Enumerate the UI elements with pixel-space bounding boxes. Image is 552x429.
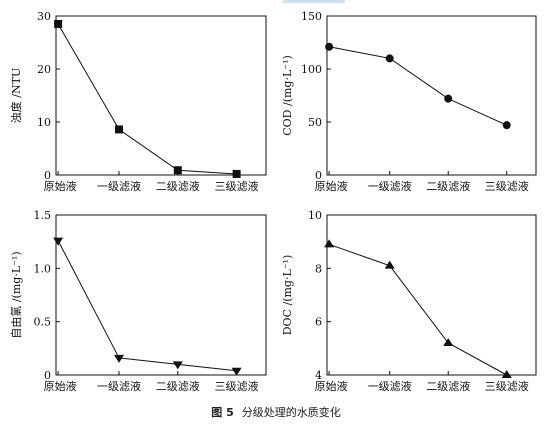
chart-2-point	[444, 94, 453, 103]
chart-4-xtick-label: 一级滤液	[368, 379, 412, 393]
chart-4-point	[501, 370, 512, 378]
chart-2-ytick-label: 100	[301, 63, 322, 76]
chart-4-point	[324, 239, 335, 248]
chart-1-ytick-label: 10	[37, 116, 51, 129]
chart-2-series-line	[328, 46, 507, 126]
chart-1-frame	[55, 15, 267, 176]
chart-3-ylabel: 自由氯 /(mg·L⁻¹)	[9, 251, 23, 338]
chart-2-point	[502, 121, 511, 130]
chart-1-point	[232, 169, 241, 178]
chart-2-point	[325, 42, 334, 51]
chart-1-xtick-label: 二级滤液	[156, 179, 200, 193]
chart-2-xtick-label: 三级滤液	[485, 179, 529, 193]
chart-2-xtick-label: 原始液	[315, 179, 348, 193]
chart-2-point	[385, 54, 394, 63]
chart-3-ytick-label: 0.5	[34, 316, 52, 329]
chart-1-series-line	[57, 23, 237, 175]
chart-4-xtick-label: 原始液	[315, 379, 348, 393]
chart-2-ytick-label: 150	[301, 10, 322, 23]
chart-3-xtick-label: 三级滤液	[215, 379, 259, 393]
chart-4-series-line	[328, 243, 507, 376]
chart-3-point	[172, 361, 183, 370]
chart-2-xtick-label: 二级滤液	[426, 179, 470, 193]
figure-caption: 图 5 分级处理的水质变化	[0, 404, 552, 420]
chart-3-ytick-label: 1.0	[34, 262, 52, 275]
chart-4-ylabel: DOC /(mg·L⁻¹)	[281, 255, 294, 336]
chart-4-ytick-label: 4	[315, 369, 322, 382]
chart-1-ytick-label: 0	[44, 169, 51, 182]
chart-1-xtick-label: 一级滤液	[97, 179, 141, 193]
chart-3-point	[114, 354, 124, 363]
chart-1-xtick-label: 原始液	[44, 179, 77, 193]
chart-2-xtick-label: 一级滤液	[368, 179, 412, 193]
chart-3-xtick-label: 二级滤液	[156, 379, 200, 393]
chart-3-point	[53, 237, 64, 246]
chart-4-xtick-label: 三级滤液	[485, 379, 529, 393]
chart-1-ytick-label: 20	[37, 63, 51, 76]
chart-1-point	[54, 19, 63, 28]
chart-3-xtick-label: 原始液	[44, 379, 77, 393]
chart-1-ytick-label: 30	[37, 10, 51, 23]
chart-2-ytick-label: 50	[308, 116, 322, 129]
chart-4-xtick-label: 二级滤液	[426, 379, 470, 393]
caption-text: 分级处理的水质变化	[241, 406, 341, 419]
chart-4-ytick-label: 6	[315, 316, 322, 329]
chart-3-frame	[55, 214, 267, 376]
chart-4-ytick-label: 8	[315, 262, 322, 275]
chart-1-ylabel: 浊度 /NTU	[9, 68, 23, 123]
chart-2-ytick-label: 0	[315, 169, 322, 182]
chart-1-xtick-label: 三级滤液	[215, 179, 259, 193]
chart-4-point	[384, 260, 395, 269]
chart-3-ytick-label: 1.5	[34, 209, 52, 222]
chart-3-series-line	[57, 240, 237, 372]
chart-2-ylabel: COD /(mg·L⁻¹)	[281, 55, 294, 136]
chart-3-ytick-label: 0	[44, 369, 51, 382]
top-accent-bar	[283, 0, 345, 3]
chart-3-point	[231, 367, 242, 376]
chart-2-frame	[326, 15, 537, 176]
chart-3-xtick-label: 一级滤液	[97, 379, 141, 393]
caption-figure-number: 图 5	[211, 406, 234, 419]
chart-1-point	[173, 166, 182, 175]
chart-1-point	[115, 125, 123, 134]
chart-4-ytick-label: 10	[308, 209, 322, 222]
chart-4-point	[443, 338, 454, 346]
chart-4-frame	[326, 214, 537, 376]
